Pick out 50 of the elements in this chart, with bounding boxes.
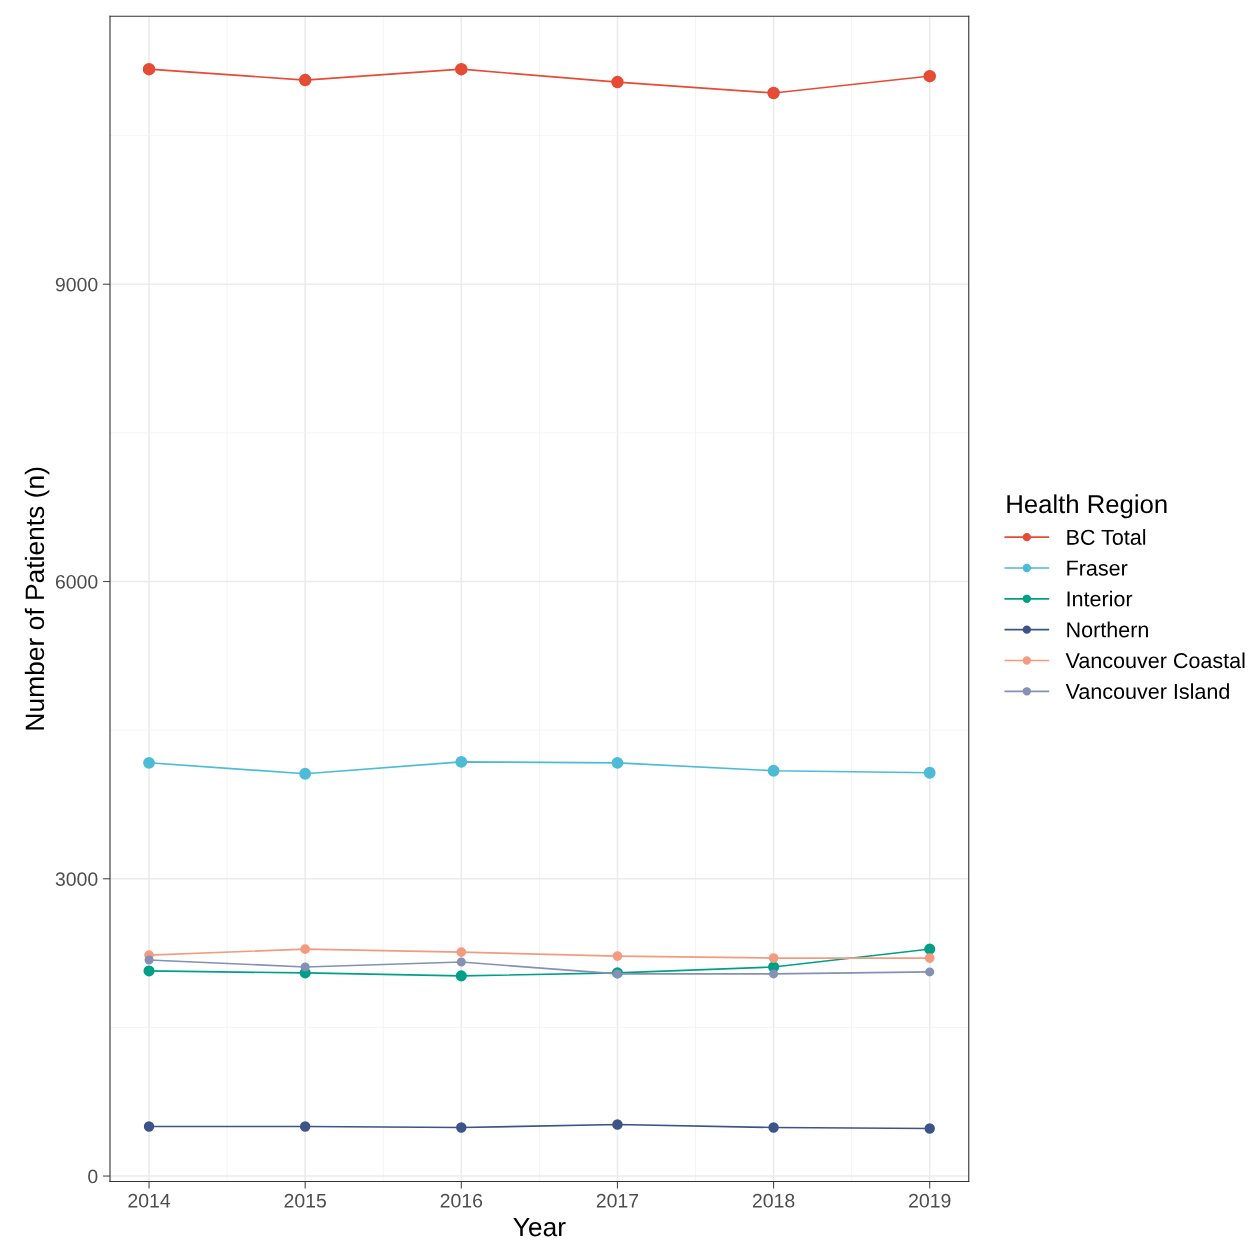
legend-label: Northern bbox=[1067, 621, 1148, 638]
y-axis-title: Number of Patients (n) bbox=[24, 467, 50, 730]
y-tick-label: 0 bbox=[88, 1169, 98, 1184]
y-tick-label: 6000 bbox=[55, 574, 98, 589]
point bbox=[143, 756, 155, 769]
point bbox=[769, 969, 779, 979]
point bbox=[767, 764, 780, 777]
point bbox=[611, 756, 624, 769]
point bbox=[142, 62, 156, 76]
point bbox=[611, 75, 624, 89]
point bbox=[768, 1122, 779, 1133]
point bbox=[143, 1121, 155, 1132]
x-tick-label: 2014 bbox=[128, 1193, 171, 1208]
point bbox=[455, 62, 468, 76]
point bbox=[612, 1119, 623, 1130]
x-axis-title: Year bbox=[513, 1217, 566, 1237]
legend-label: BC Total bbox=[1067, 529, 1146, 545]
point bbox=[923, 766, 936, 779]
point bbox=[456, 1122, 467, 1133]
legend-label: Vancouver Coastal bbox=[1065, 652, 1245, 669]
point bbox=[456, 957, 466, 967]
point bbox=[923, 69, 936, 83]
point bbox=[612, 951, 623, 961]
x-tick-label: 2016 bbox=[440, 1193, 483, 1208]
x-tick-label: 2018 bbox=[752, 1193, 795, 1208]
legend-label: Interior bbox=[1067, 590, 1133, 607]
point bbox=[456, 947, 467, 957]
legend-label: Vancouver Island bbox=[1065, 683, 1229, 700]
point bbox=[144, 955, 154, 965]
legend-label: Fraser bbox=[1067, 560, 1128, 576]
x-tick-label: 2015 bbox=[284, 1193, 326, 1208]
legend-title: Health Region bbox=[1007, 494, 1167, 519]
point bbox=[299, 1121, 311, 1132]
x-tick-label: 2019 bbox=[909, 1193, 951, 1208]
point bbox=[455, 970, 467, 982]
point bbox=[299, 767, 312, 780]
y-tick-label: 3000 bbox=[55, 872, 98, 887]
point bbox=[300, 944, 311, 954]
point bbox=[767, 86, 780, 100]
x-tick-label: 2017 bbox=[596, 1193, 639, 1208]
y-tick-label: 9000 bbox=[55, 277, 98, 292]
point bbox=[300, 962, 310, 972]
point bbox=[925, 967, 935, 977]
point bbox=[924, 943, 936, 955]
point bbox=[455, 755, 468, 768]
point bbox=[924, 953, 935, 963]
point bbox=[143, 965, 155, 977]
point bbox=[298, 73, 312, 87]
point bbox=[768, 953, 779, 963]
point bbox=[924, 1123, 935, 1134]
